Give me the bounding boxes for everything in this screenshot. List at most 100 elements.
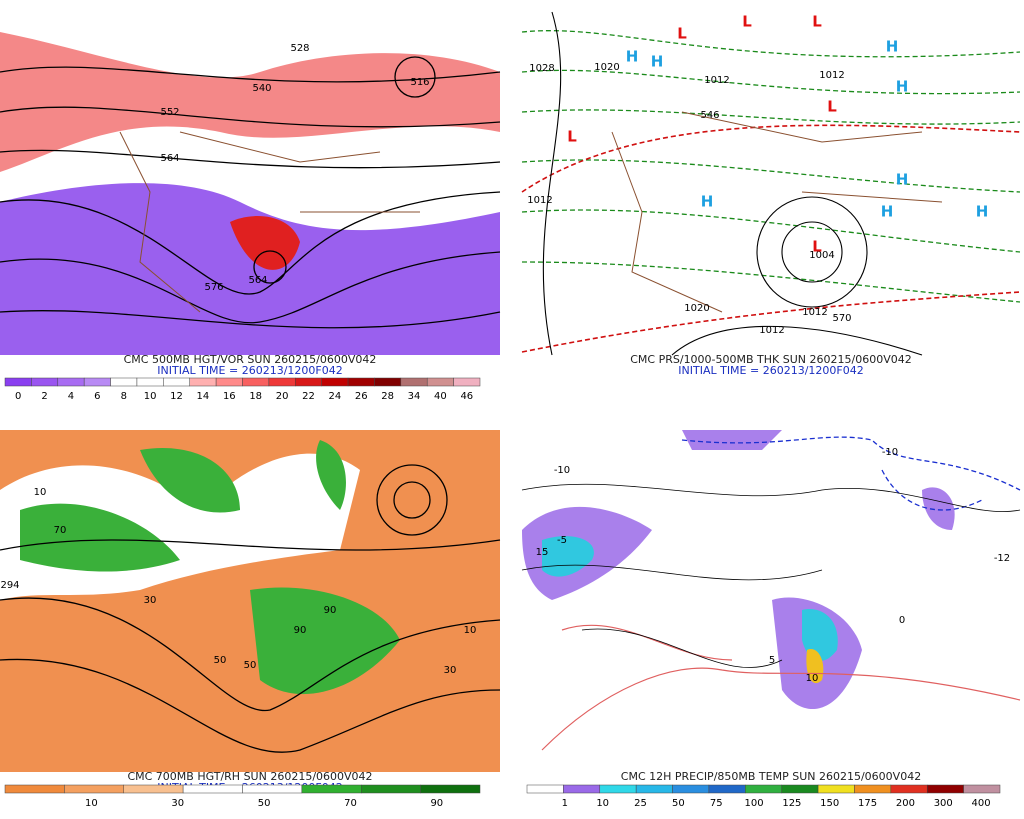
isobars [542, 11, 923, 356]
contour-label: -10 [882, 447, 898, 458]
colorbar-swatch [374, 377, 402, 387]
colorbar-swatch [31, 377, 59, 387]
colorbar-swatch [123, 784, 184, 794]
temperature-contours [521, 483, 1021, 668]
colorbar-label: 18 [249, 391, 262, 402]
contour-label: 90 [294, 625, 307, 636]
colorbar-swatch [215, 377, 243, 387]
colorbar-swatch [453, 377, 481, 387]
colorbar-swatch [4, 784, 65, 794]
colorbar-swatch [4, 377, 32, 387]
contour-label: 5 [769, 655, 775, 666]
colorbar-label: 28 [381, 391, 394, 402]
colorbar-label: 40 [434, 391, 447, 402]
colorbar-label: 100 [744, 798, 763, 809]
colorbar-swatch [817, 784, 855, 794]
colorbar-label: 12 [170, 391, 183, 402]
colorbar-label: 0 [15, 391, 21, 402]
colorbar-label: 175 [858, 798, 877, 809]
colorbar-swatch [635, 784, 673, 794]
colorbar-swatch [242, 784, 303, 794]
colorbar-label: 2 [41, 391, 47, 402]
colorbar-label: 70 [344, 798, 357, 809]
low-marker: L [677, 25, 687, 43]
contour-label: 10 [464, 625, 477, 636]
borders [611, 111, 943, 313]
caption: CMC 12H PRECIP/850MB TEMP SUN 260215/060… [621, 770, 921, 783]
colorbar-label: 90 [430, 798, 443, 809]
colorbar-swatch [526, 784, 564, 794]
colorbar-swatch [347, 377, 375, 387]
colorbar-label: 50 [258, 798, 271, 809]
contour-label: 30 [144, 595, 157, 606]
contour-label: 10 [806, 673, 819, 684]
height-contours [0, 56, 501, 329]
contour-label: 564 [160, 153, 179, 164]
initial-time: INITIAL TIME = 260213/1200F042 [157, 364, 342, 377]
caption: CMC 700MB HGT/RH SUN 260215/0600V042 [127, 770, 372, 783]
low-marker: L [827, 98, 837, 116]
colorbar-swatch [64, 784, 124, 794]
borders [119, 131, 420, 313]
contour-label: 540 [252, 83, 271, 94]
contour-label: 516 [410, 77, 429, 88]
colorbar-label: 8 [121, 391, 127, 402]
colorbar-swatch [926, 784, 964, 794]
high-marker: H [886, 38, 899, 56]
low-marker: L [812, 238, 822, 256]
humidity-fill [20, 440, 400, 695]
colorbar-label: 22 [302, 391, 315, 402]
high-marker: H [651, 53, 664, 71]
contour-label: 1012 [819, 70, 844, 81]
colorbar-label: 24 [328, 391, 341, 402]
colorbar-swatch [268, 377, 296, 387]
contour-label: 50 [214, 655, 227, 666]
contour-label: 552 [160, 107, 179, 118]
colorbar-swatch [745, 784, 782, 794]
contour-label: 30 [444, 665, 457, 676]
contour-label: 90 [324, 605, 337, 616]
colorbar-label: 150 [820, 798, 839, 809]
panel-pressure: CMC PRS/1000-500MB THK SUN 260215/0600V0… [521, 11, 1021, 377]
vorticity-fill [0, 183, 500, 355]
initial-time: INITIAL TIME = 260213/1200F042 [678, 364, 863, 377]
colorbar-swatch [57, 377, 85, 387]
colorbar-swatch [963, 784, 1001, 794]
contour-label: 15 [536, 547, 549, 558]
contour-label: 70 [54, 525, 67, 536]
colorbar-swatch [420, 784, 481, 794]
high-marker: H [896, 78, 909, 96]
panel-vorticity: CMC 500MB HGT/VOR SUN 260215/0600V042INI… [0, 12, 501, 402]
colorbar-swatch [189, 377, 217, 387]
contour-label: 1012 [527, 195, 552, 206]
vorticity-fill [0, 32, 500, 172]
colorbar-label: 10 [596, 798, 609, 809]
high-marker: H [626, 48, 639, 66]
colorbar-label: 10 [85, 798, 98, 809]
colorbar-label: 75 [710, 798, 723, 809]
contour-label: 0 [899, 615, 905, 626]
contour-label: 1012 [704, 75, 729, 86]
precip-fill [806, 649, 824, 684]
colorbar-swatch [890, 784, 928, 794]
colorbar-swatch [708, 784, 746, 794]
colorbar-swatch [854, 784, 892, 794]
colorbar-label: 125 [782, 798, 801, 809]
colorbar-label: 20 [276, 391, 289, 402]
colorbar-swatch [781, 784, 819, 794]
colorbar-label: 30 [171, 798, 184, 809]
high-marker: H [896, 171, 909, 189]
caption: CMC 500MB HGT/VOR SUN 260215/0600V042 [124, 353, 377, 366]
colorbar-label: 16 [223, 391, 236, 402]
colorbar-swatch [426, 377, 454, 387]
colorbar-swatch [563, 784, 601, 794]
panel-precip: CMC 12H PRECIP/850MB TEMP SUN 260215/060… [521, 430, 1021, 809]
contour-label: 564 [248, 275, 267, 286]
colorbar-swatch [295, 377, 322, 387]
contour-label: 570 [832, 313, 851, 324]
colorbar-swatch [361, 784, 421, 794]
colorbar-label: 46 [460, 391, 473, 402]
precip-fill [542, 536, 838, 661]
contour-label: 10 [34, 487, 47, 498]
